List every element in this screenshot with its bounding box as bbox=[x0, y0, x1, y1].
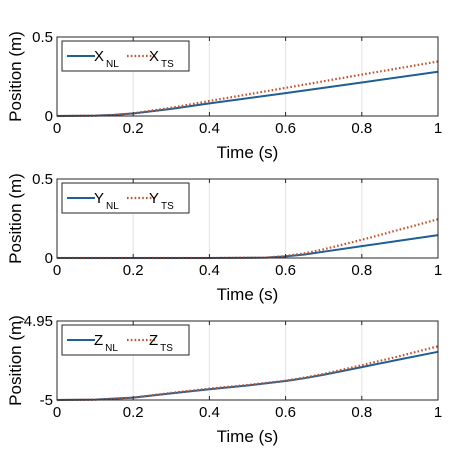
axes-box bbox=[56, 320, 439, 401]
panel-1: 0 0.2 0.4 0.6 0.8 1 0 0.5 Time (s) Position (m) X N… bbox=[6, 29, 442, 162]
axes-box bbox=[56, 36, 439, 117]
axes-box bbox=[56, 178, 439, 259]
y-tick-label: -5 bbox=[40, 392, 53, 409]
y-tick-label: 0.5 bbox=[32, 29, 53, 46]
panel-2: 0 0.2 0.4 0.6 0.8 1 0 0.5 Time (s) Position (m) Y N… bbox=[6, 171, 442, 304]
y-tick-label: 0 bbox=[45, 108, 53, 125]
y-tick-label: 0 bbox=[45, 250, 53, 267]
legend-box bbox=[61, 182, 190, 214]
x-tick-label: 0.2 bbox=[123, 120, 144, 137]
y-tick-label: 0.5 bbox=[32, 171, 53, 188]
x-tick-label: 0.4 bbox=[199, 262, 220, 279]
series-z-ts bbox=[56, 345, 439, 402]
x-axis-label: Time (s) bbox=[217, 427, 279, 446]
legend-subscript-ts: TS bbox=[161, 59, 174, 70]
series-x-ts bbox=[56, 60, 439, 118]
x-tick-label: 1 bbox=[434, 262, 442, 279]
legend: Z NL Z TS bbox=[61, 324, 190, 356]
x-tick-label: 0 bbox=[53, 404, 61, 421]
legend-subscript-ts: TS bbox=[160, 343, 173, 354]
x-tick-label: 0 bbox=[53, 262, 61, 279]
x-tick-label: 0 bbox=[53, 120, 61, 137]
y-axis-label: Position (m) bbox=[6, 31, 25, 122]
legend-subscript-nl: NL bbox=[105, 343, 118, 354]
x-tick-label: 0.2 bbox=[123, 262, 144, 279]
x-tick-label: 0.8 bbox=[351, 120, 372, 137]
x-tick-label: 0.6 bbox=[275, 404, 296, 421]
panel-3: 0 0.2 0.4 0.6 0.8 1 -5 -4.95 Time (s) Position (m… bbox=[6, 313, 442, 446]
y-axis-label: Position (m) bbox=[6, 173, 25, 264]
y-axis-label: Position (m) bbox=[6, 315, 25, 406]
legend-subscript-ts: TS bbox=[161, 201, 174, 212]
legend-box bbox=[61, 324, 190, 356]
x-tick-label: 0.6 bbox=[275, 120, 296, 137]
legend-subscript-nl: NL bbox=[106, 59, 119, 70]
x-tick-label: 0.4 bbox=[199, 120, 220, 137]
x-tick-label: 0.6 bbox=[275, 262, 296, 279]
x-axis-label: Time (s) bbox=[217, 143, 279, 162]
x-axis-label: Time (s) bbox=[217, 285, 279, 304]
x-tick-label: 0.2 bbox=[123, 404, 144, 421]
y-tick-label: -4.95 bbox=[19, 313, 53, 330]
legend-subscript-nl: NL bbox=[106, 201, 119, 212]
x-tick-label: 0.8 bbox=[351, 262, 372, 279]
x-tick-label: 1 bbox=[434, 120, 442, 137]
x-tick-label: 0.8 bbox=[351, 404, 372, 421]
legend: Y NL Y TS bbox=[61, 182, 190, 214]
x-tick-label: 1 bbox=[434, 404, 442, 421]
x-tick-label: 0.4 bbox=[199, 404, 220, 421]
legend: X NL X TS bbox=[61, 40, 190, 72]
